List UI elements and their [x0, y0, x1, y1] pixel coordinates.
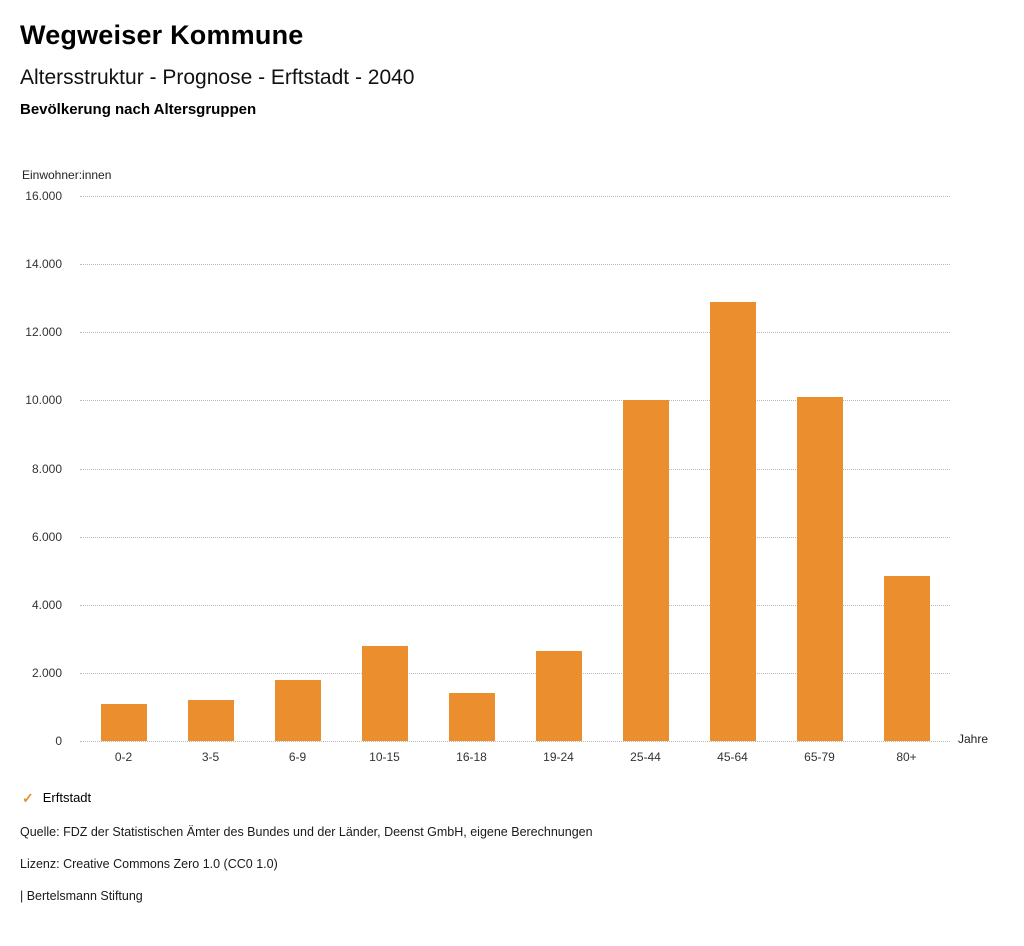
y-tick-label: 4.000: [31, 597, 62, 612]
bar-slot: [689, 196, 776, 741]
x-tick-label: 65-79: [804, 750, 835, 764]
bar-slot: [515, 196, 602, 741]
bar-16-18[interactable]: [448, 693, 495, 741]
bar-slot: [776, 196, 863, 741]
bar-slot: [254, 196, 341, 741]
bar-slot: [341, 196, 428, 741]
bar-slot: [863, 196, 950, 741]
gridline: [80, 332, 950, 334]
license-text: Lizenz: Creative Commons Zero 1.0 (CC0 1…: [20, 857, 278, 871]
y-tick-label: 0: [55, 734, 62, 748]
bar-slot: [428, 196, 515, 741]
bar-0-2[interactable]: [100, 703, 147, 741]
y-tick-label: 8.000: [31, 461, 62, 476]
y-tick-label: 10.000: [25, 393, 62, 408]
bar-slot: [167, 196, 254, 741]
bar-80+[interactable]: [883, 575, 930, 741]
x-axis-label: Jahre: [958, 732, 989, 746]
gridline: [80, 741, 950, 742]
x-tick-label: 45-64: [717, 750, 748, 764]
bar-6-9[interactable]: [274, 679, 321, 741]
bar-65-79[interactable]: [796, 396, 843, 741]
footer: Quelle: FDZ der Statistischen Ämter des …: [20, 825, 1004, 904]
x-tick-label: 25-44: [630, 750, 661, 764]
bar-45-64[interactable]: [709, 301, 756, 741]
gridline: [80, 468, 950, 470]
x-tick-label: 16-18: [456, 750, 487, 764]
source-text: Quelle: FDZ der Statistischen Ämter des …: [20, 825, 593, 839]
legend-item-erftstadt[interactable]: ✓ Erftstadt: [22, 790, 1004, 805]
attribution-text: | Bertelsmann Stiftung: [20, 889, 143, 903]
y-axis-label: Einwohner:innen: [22, 168, 112, 182]
bar-25-44[interactable]: [622, 400, 669, 741]
app-title: Wegweiser Kommune: [20, 20, 304, 50]
bar-slot: [602, 196, 689, 741]
x-tick-label: 3-5: [201, 750, 220, 764]
gridline: [80, 264, 950, 266]
plot-area: Jahre 0 2.000 4.000 6.000 8.000 10.000 12.000 1…: [25, 189, 988, 748]
x-tick-label: 19-24: [543, 750, 574, 764]
x-tick-label: 80+: [896, 750, 917, 764]
y-tick-label: 16.000: [25, 189, 62, 203]
y-tick-label: 6.000: [31, 529, 62, 544]
legend-label: Erftstadt: [42, 790, 92, 805]
x-axis-ticks: 0-2 3-5 6-9 10-15 16-18 19-24 25-44 45-64 65-79 8…: [80, 750, 950, 764]
chart-section-title: Bevölkerung nach Altersgruppen: [20, 101, 257, 118]
y-tick-label: 2.000: [31, 665, 62, 680]
bar-3-5[interactable]: [187, 700, 234, 741]
x-tick-label: 6-9: [288, 750, 307, 764]
bar-slot: [80, 196, 167, 741]
gridline: [80, 604, 950, 606]
bar-10-15[interactable]: [361, 645, 408, 741]
check-icon: ✓: [22, 789, 34, 806]
gridline: [80, 672, 950, 674]
gridline: [80, 536, 950, 538]
x-tick-label: 0-2: [114, 750, 133, 764]
x-tick-label: 10-15: [369, 750, 400, 764]
bar-19-24[interactable]: [535, 650, 582, 741]
bars-container: [80, 196, 950, 741]
chart: Einwohner:innen Jahre 0 2.000 4.000 6.000 8.…: [20, 168, 1004, 764]
y-tick-label: 14.000: [25, 257, 62, 272]
y-tick-label: 12.000: [25, 325, 62, 340]
chart-subtitle: Altersstruktur - Prognose - Erftstadt - …: [20, 66, 415, 89]
gridline: [80, 196, 950, 197]
gridline: [80, 400, 950, 402]
